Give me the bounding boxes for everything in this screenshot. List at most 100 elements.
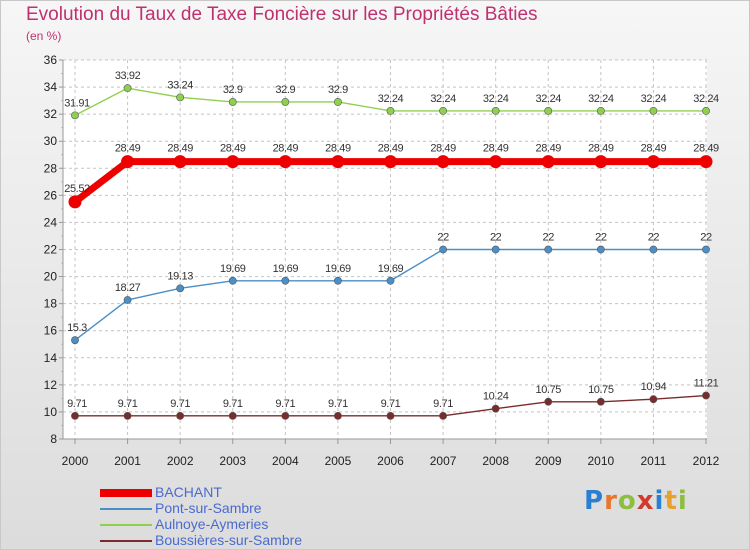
point-aulnoye-aymeries [702, 106, 710, 115]
legend-swatch [100, 489, 152, 497]
y-tick-label: 36 [44, 53, 58, 67]
data-label-aulnoye-aymeries: 33.92 [115, 70, 141, 82]
point-aulnoye-aymeries [386, 106, 395, 115]
x-tick-label: 2008 [482, 454, 509, 468]
x-tick-label: 2010 [587, 454, 614, 468]
data-label-boussieres-sur-sambre: 10.24 [483, 391, 509, 403]
point-bachant [699, 155, 713, 169]
data-label-pont-sur-sambre: 19.13 [167, 270, 193, 282]
logo-letter: x [636, 486, 655, 516]
y-tick-label: 16 [44, 324, 58, 338]
point-boussieres-sur-sambre [649, 395, 658, 404]
logo-letter: o [617, 486, 637, 516]
data-label-aulnoye-aymeries: 32.24 [588, 93, 614, 105]
x-tick-label: 2005 [325, 454, 352, 468]
point-pont-sur-sambre [71, 336, 79, 345]
data-label-bachant: 28.49 [167, 143, 193, 155]
data-label-aulnoye-aymeries: 32.24 [483, 93, 509, 105]
data-label-pont-sur-sambre: 19.69 [325, 263, 351, 275]
point-bachant [436, 155, 450, 169]
point-pont-sur-sambre [228, 276, 237, 285]
data-label-boussieres-sur-sambre: 9.71 [170, 398, 190, 410]
x-tick-label: 2004 [272, 454, 299, 468]
point-bachant [541, 155, 555, 169]
point-pont-sur-sambre [649, 245, 658, 254]
legend-label: Pont-sur-Sambre [155, 500, 262, 516]
data-label-bachant: 28.49 [273, 143, 299, 155]
point-bachant [384, 155, 397, 169]
data-label-boussieres-sur-sambre: 10.75 [535, 384, 561, 396]
data-label-bachant: 28.49 [378, 143, 404, 155]
legend-label: BACHANT [155, 484, 222, 500]
x-tick-label: 2002 [167, 454, 194, 468]
point-boussieres-sur-sambre [71, 411, 79, 420]
y-tick-label: 28 [44, 161, 58, 175]
point-aulnoye-aymeries [491, 106, 500, 115]
data-label-aulnoye-aymeries: 33.24 [167, 79, 193, 91]
data-label-bachant: 28.49 [535, 143, 561, 155]
point-boussieres-sur-sambre [386, 411, 395, 420]
y-tick-label: 12 [44, 378, 58, 392]
point-aulnoye-aymeries [334, 98, 342, 106]
y-tick-label: 8 [50, 432, 57, 446]
point-boussieres-sur-sambre [334, 411, 342, 420]
logo-letter: r [604, 486, 618, 516]
point-pont-sur-sambre [386, 276, 395, 285]
point-boussieres-sur-sambre [176, 411, 185, 420]
data-label-aulnoye-aymeries: 32.24 [378, 93, 404, 105]
data-label-boussieres-sur-sambre: 9.71 [328, 398, 348, 410]
logo-letter: P [584, 486, 605, 516]
data-label-aulnoye-aymeries: 32.24 [641, 93, 667, 105]
legend-swatch [100, 508, 152, 510]
point-aulnoye-aymeries [544, 106, 553, 115]
point-aulnoye-aymeries [439, 106, 447, 115]
data-label-pont-sur-sambre: 19.69 [378, 263, 404, 275]
point-aulnoye-aymeries [596, 106, 605, 115]
data-label-bachant: 28.49 [483, 143, 509, 155]
point-pont-sur-sambre [123, 296, 132, 304]
point-bachant [278, 155, 292, 169]
point-bachant [331, 155, 345, 169]
x-tick-label: 2009 [535, 454, 562, 468]
point-bachant [173, 155, 187, 169]
proxiti-logo: Proxiti [584, 486, 688, 516]
logo-letter: i [654, 486, 665, 516]
data-label-aulnoye-aymeries: 32.9 [223, 84, 243, 96]
x-tick-label: 2012 [693, 454, 720, 468]
point-aulnoye-aymeries [649, 106, 658, 115]
point-bachant [646, 155, 660, 169]
data-label-boussieres-sur-sambre: 9.71 [223, 398, 243, 410]
data-label-boussieres-sur-sambre: 11.21 [694, 378, 719, 390]
legend-label: Boussières-sur-Sambre [155, 532, 303, 548]
point-boussieres-sur-sambre [228, 411, 237, 420]
data-label-bachant: 28.49 [220, 143, 246, 155]
data-label-pont-sur-sambre: 22 [700, 232, 712, 244]
data-label-bachant: 28.49 [430, 143, 456, 155]
x-tick-label: 2011 [641, 454, 667, 468]
data-label-pont-sur-sambre: 19.69 [220, 263, 246, 275]
point-pont-sur-sambre [281, 276, 290, 285]
legend-label: Aulnoye-Aymeries [155, 516, 269, 532]
logo-letter: t [664, 486, 678, 516]
x-tick-label: 2000 [62, 454, 89, 468]
point-bachant [121, 155, 135, 169]
data-label-bachant: 25.52 [64, 183, 90, 195]
point-pont-sur-sambre [439, 245, 447, 254]
data-label-aulnoye-aymeries: 32.24 [535, 93, 561, 105]
y-tick-label: 24 [44, 215, 58, 229]
logo-letter: i [677, 486, 688, 516]
y-tick-label: 20 [44, 270, 58, 284]
y-tick-label: 18 [44, 297, 58, 311]
data-label-boussieres-sur-sambre: 9.71 [275, 398, 295, 410]
data-label-aulnoye-aymeries: 32.24 [693, 93, 719, 105]
point-aulnoye-aymeries [71, 111, 79, 120]
data-label-bachant: 28.49 [115, 143, 141, 155]
point-pont-sur-sambre [491, 245, 500, 254]
point-boussieres-sur-sambre [491, 404, 500, 413]
data-label-boussieres-sur-sambre: 10.94 [641, 381, 667, 393]
point-bachant [489, 155, 503, 169]
point-boussieres-sur-sambre [281, 411, 290, 420]
x-tick-label: 2003 [219, 454, 246, 468]
data-label-bachant: 28.49 [641, 143, 667, 155]
